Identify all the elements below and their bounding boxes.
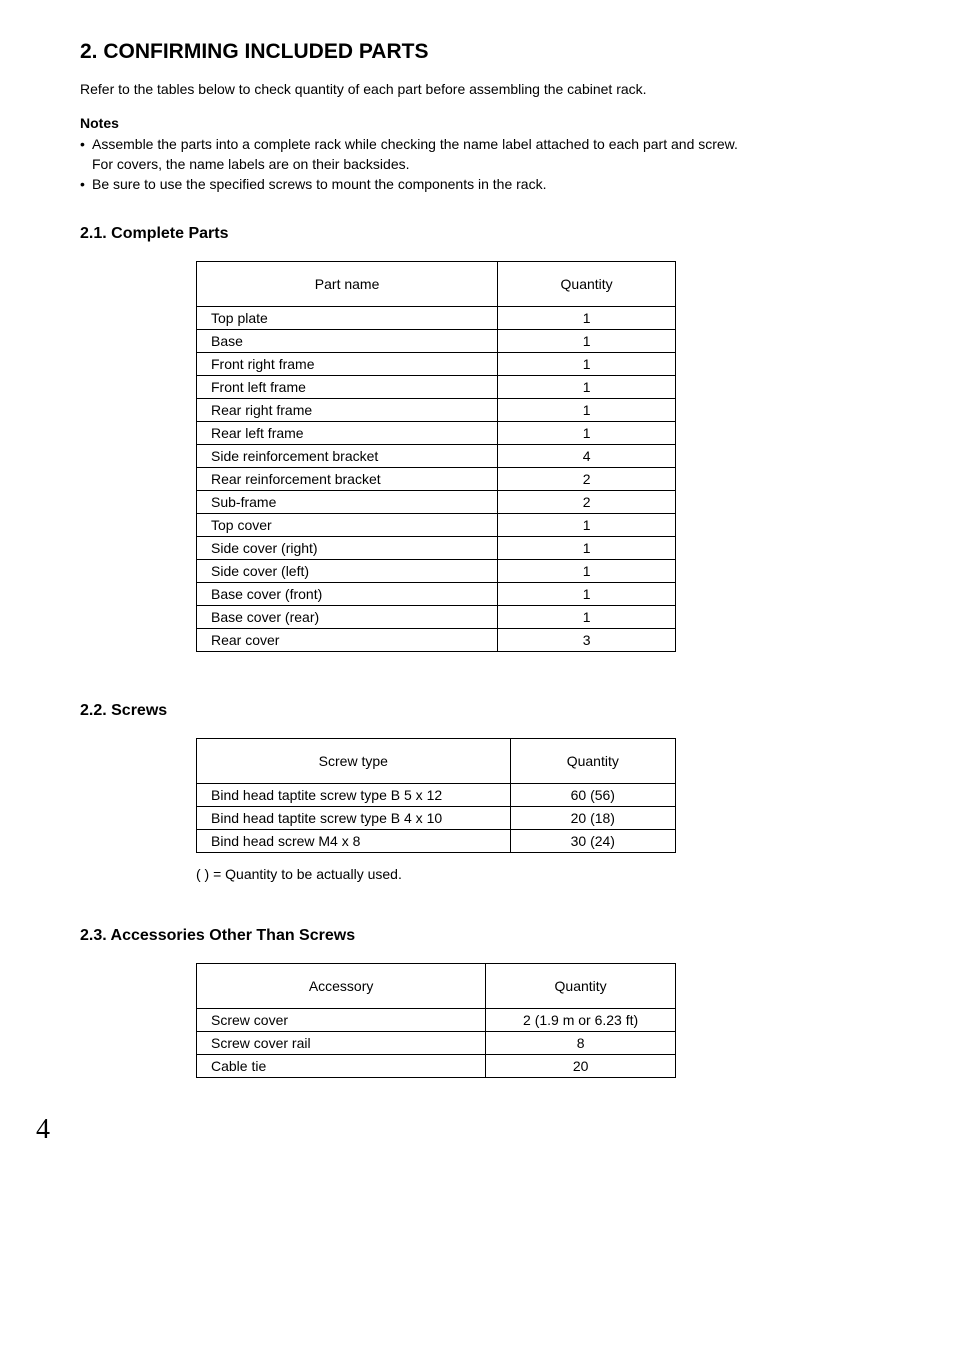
parts-table: Part name Quantity Top plate1 Base1 Fron… — [196, 261, 676, 652]
table-header-row: Accessory Quantity — [197, 963, 676, 1008]
cell: Screw cover — [197, 1008, 486, 1031]
cell: 20 — [486, 1054, 676, 1077]
table-row: Front right frame1 — [197, 352, 676, 375]
section-title-accessories: 2.3. Accessories Other Than Screws — [80, 927, 894, 945]
note-item: Assemble the parts into a complete rack … — [80, 135, 894, 174]
note-text: Be sure to use the specified screws to m… — [92, 176, 546, 192]
table-row: Rear cover3 — [197, 628, 676, 651]
col-header: Screw type — [197, 738, 511, 783]
cell: Side cover (right) — [197, 536, 498, 559]
accessories-table: Accessory Quantity Screw cover2 (1.9 m o… — [196, 963, 676, 1078]
table-row: Sub-frame2 — [197, 490, 676, 513]
screws-footnote: ( ) = Quantity to be actually used. — [196, 865, 894, 885]
intro-text: Refer to the tables below to check quant… — [80, 80, 894, 100]
cell: Top cover — [197, 513, 498, 536]
cell: Base cover (front) — [197, 582, 498, 605]
notes-label: Notes — [80, 114, 894, 134]
table-row: Top cover1 — [197, 513, 676, 536]
table-row: Side cover (right)1 — [197, 536, 676, 559]
cell: 8 — [486, 1031, 676, 1054]
cell: 30 (24) — [510, 829, 675, 852]
cell: Bind head taptite screw type B 5 x 12 — [197, 783, 511, 806]
table-row: Base cover (rear)1 — [197, 605, 676, 628]
table-row: Screw cover2 (1.9 m or 6.23 ft) — [197, 1008, 676, 1031]
table-row: Bind head taptite screw type B 5 x 1260 … — [197, 783, 676, 806]
note-text: Assemble the parts into a complete rack … — [92, 136, 738, 152]
cell: Rear left frame — [197, 421, 498, 444]
table-header-row: Screw type Quantity — [197, 738, 676, 783]
cell: Base — [197, 329, 498, 352]
cell: 20 (18) — [510, 806, 675, 829]
cell: 1 — [498, 536, 676, 559]
cell: 1 — [498, 398, 676, 421]
cell: 1 — [498, 375, 676, 398]
cell: Screw cover rail — [197, 1031, 486, 1054]
col-header: Quantity — [498, 261, 676, 306]
notes-list: Assemble the parts into a complete rack … — [80, 135, 894, 195]
cell: 2 (1.9 m or 6.23 ft) — [486, 1008, 676, 1031]
page-number: 4 — [36, 1114, 894, 1146]
section-title-screws: 2.2. Screws — [80, 702, 894, 720]
cell: Rear reinforcement bracket — [197, 467, 498, 490]
table-row: Cable tie20 — [197, 1054, 676, 1077]
cell: 2 — [498, 490, 676, 513]
cell: Cable tie — [197, 1054, 486, 1077]
cell: Rear cover — [197, 628, 498, 651]
table-header-row: Part name Quantity — [197, 261, 676, 306]
cell: Bind head screw M4 x 8 — [197, 829, 511, 852]
table-row: Bind head screw M4 x 830 (24) — [197, 829, 676, 852]
page-heading: 2. CONFIRMING INCLUDED PARTS — [80, 40, 894, 64]
col-header: Quantity — [486, 963, 676, 1008]
table-row: Base cover (front)1 — [197, 582, 676, 605]
cell: 1 — [498, 559, 676, 582]
cell: Rear right frame — [197, 398, 498, 421]
cell: 1 — [498, 352, 676, 375]
table-row: Top plate1 — [197, 306, 676, 329]
cell: Side cover (left) — [197, 559, 498, 582]
col-header: Accessory — [197, 963, 486, 1008]
cell: 1 — [498, 329, 676, 352]
cell: Bind head taptite screw type B 4 x 10 — [197, 806, 511, 829]
table-row: Base1 — [197, 329, 676, 352]
note-subtext: For covers, the name labels are on their… — [92, 155, 894, 175]
cell: 2 — [498, 467, 676, 490]
cell: 4 — [498, 444, 676, 467]
cell: Front right frame — [197, 352, 498, 375]
col-header: Part name — [197, 261, 498, 306]
col-header: Quantity — [510, 738, 675, 783]
cell: 60 (56) — [510, 783, 675, 806]
table-row: Screw cover rail8 — [197, 1031, 676, 1054]
screws-table: Screw type Quantity Bind head taptite sc… — [196, 738, 676, 853]
cell: Base cover (rear) — [197, 605, 498, 628]
table-row: Rear reinforcement bracket2 — [197, 467, 676, 490]
cell: Sub-frame — [197, 490, 498, 513]
table-row: Front left frame1 — [197, 375, 676, 398]
cell: 1 — [498, 605, 676, 628]
section-title-parts: 2.1. Complete Parts — [80, 225, 894, 243]
cell: Front left frame — [197, 375, 498, 398]
cell: 1 — [498, 513, 676, 536]
cell: 1 — [498, 582, 676, 605]
table-row: Side cover (left)1 — [197, 559, 676, 582]
cell: Side reinforcement bracket — [197, 444, 498, 467]
cell: 1 — [498, 306, 676, 329]
cell: Top plate — [197, 306, 498, 329]
table-row: Side reinforcement bracket4 — [197, 444, 676, 467]
table-row: Rear left frame1 — [197, 421, 676, 444]
note-item: Be sure to use the specified screws to m… — [80, 175, 894, 195]
cell: 1 — [498, 421, 676, 444]
cell: 3 — [498, 628, 676, 651]
table-row: Rear right frame1 — [197, 398, 676, 421]
table-row: Bind head taptite screw type B 4 x 1020 … — [197, 806, 676, 829]
